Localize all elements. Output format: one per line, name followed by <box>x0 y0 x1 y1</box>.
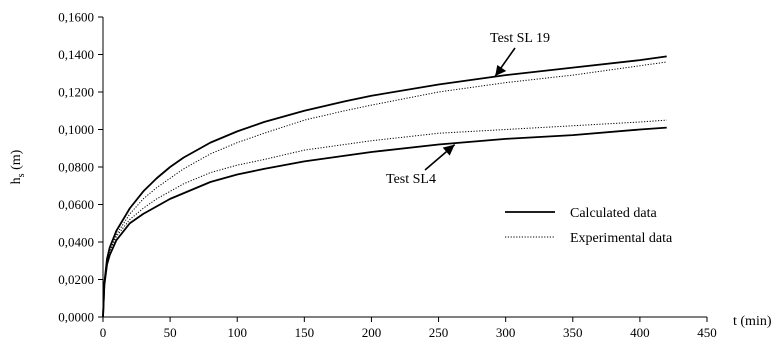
y-tick-label: 0,0200 <box>58 272 94 287</box>
x-tick-label: 150 <box>295 325 315 340</box>
annotation-test-sl4: Test SL4 <box>386 172 436 187</box>
y-tick-label: 0,0000 <box>58 310 94 325</box>
annotation-test-sl19: Test SL 19 <box>490 31 550 46</box>
x-tick-label: 350 <box>563 325 583 340</box>
x-tick-label: 450 <box>697 325 717 340</box>
y-axis-ticks: 0,0000 0,0200 0,0400 0,0600 0,0800 0,1000 0,12… <box>58 10 103 325</box>
series-line-sl19-experimental <box>102 61 667 318</box>
y-tick-label: 0,0400 <box>58 235 94 250</box>
legend-label-experimental: Experimental data <box>570 231 673 246</box>
x-tick-label: 250 <box>429 325 449 340</box>
x-tick-label: 400 <box>630 325 650 340</box>
series-layer <box>102 55 667 318</box>
series-line-sl4-calculated <box>102 126 667 318</box>
x-tick-label: 200 <box>362 325 382 340</box>
annotation-arrowhead-sl4 <box>442 144 455 156</box>
y-axis-label: hs (m) <box>9 149 27 184</box>
y-tick-label: 0,1000 <box>58 122 94 137</box>
y-tick-label: 0,1400 <box>58 47 94 62</box>
annotation-layer: Test SL 19 Test SL4 <box>386 31 550 187</box>
series-line-sl19-calculated <box>102 55 667 318</box>
x-tick-label: 0 <box>100 325 107 340</box>
y-tick-label: 0,1200 <box>58 85 94 100</box>
x-tick-label: 50 <box>164 325 177 340</box>
legend-label-calculated: Calculated data <box>570 206 657 221</box>
legend: Calculated data Experimental data <box>505 206 673 246</box>
x-axis-label: t (min) <box>733 314 772 329</box>
x-axis-ticks: 0 50 100 150 200 250 300 350 400 450 <box>100 317 717 340</box>
y-tick-label: 0,1600 <box>58 10 94 25</box>
x-tick-label: 100 <box>227 325 247 340</box>
annotation-arrowhead-sl19 <box>495 65 507 76</box>
x-tick-label: 300 <box>496 325 516 340</box>
y-tick-label: 0,0600 <box>58 197 94 212</box>
y-tick-label: 0,0800 <box>58 160 94 175</box>
